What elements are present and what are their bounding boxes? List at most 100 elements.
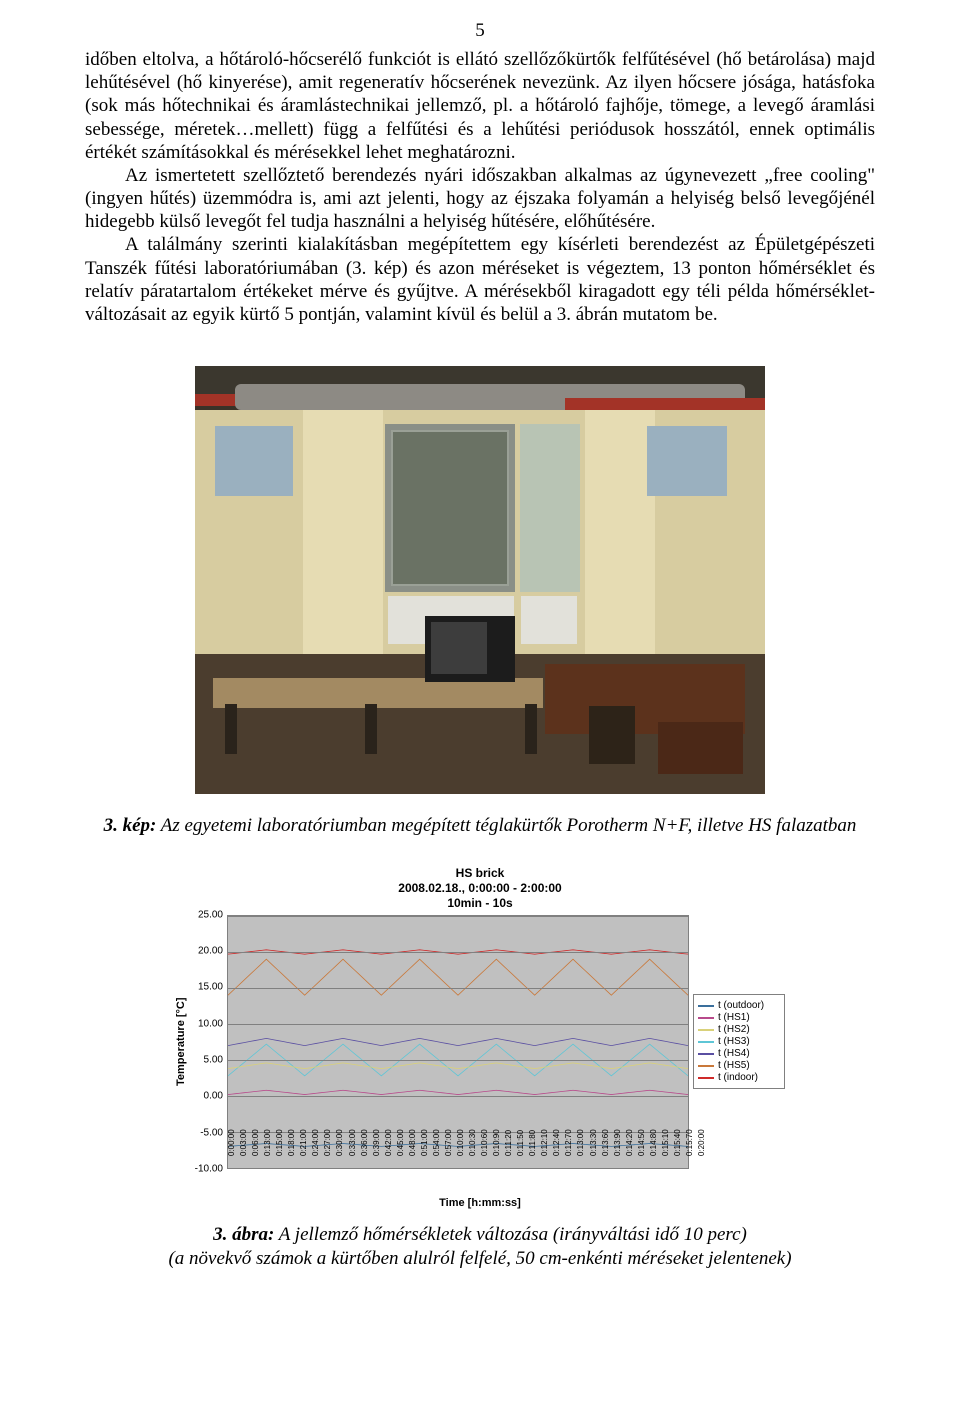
legend-swatch	[698, 1041, 714, 1043]
body-paragraph: időben eltolva, a hőtároló-hőcserélő fun…	[85, 48, 875, 326]
x-tick-label: 0:12:40	[552, 1129, 561, 1156]
x-tick-label: 0:11:80	[528, 1130, 537, 1156]
x-tick-label: 0:42:00	[384, 1129, 393, 1156]
x-tick-label: 0:13:90	[613, 1129, 622, 1156]
x-tick-label: 0:11:50	[516, 1130, 525, 1156]
legend-item: t (HS2)	[698, 1024, 780, 1035]
photo-decor	[565, 398, 765, 410]
x-tick-label: 0:36:00	[360, 1129, 369, 1156]
x-tick-label: 0:12:70	[564, 1129, 573, 1156]
legend-label: t (outdoor)	[718, 1000, 764, 1011]
series-line	[228, 959, 688, 995]
y-tick-label: -5.00	[200, 1127, 223, 1138]
photo-decor	[365, 704, 377, 754]
x-tick-label: 0:45:00	[396, 1129, 405, 1156]
caption-text: (a növekvő számok a kürtőben alulról fel…	[168, 1248, 791, 1269]
temperature-chart: HS brick 2008.02.18., 0:00:00 - 2:00:00 …	[175, 866, 785, 1209]
page: 5 időben eltolva, a hőtároló-hőcserélő f…	[0, 0, 960, 1328]
gridline	[228, 988, 688, 989]
x-tick-label: 0:13:30	[589, 1129, 598, 1156]
x-tick-label: 0:30:00	[335, 1129, 344, 1156]
gridline	[228, 916, 688, 917]
page-number: 5	[85, 20, 875, 42]
x-tick-label: 0:13:00	[576, 1129, 585, 1156]
legend-swatch	[698, 1065, 714, 1067]
x-tick-label: 0:11:20	[504, 1130, 513, 1156]
y-tick-label: 20.00	[198, 946, 223, 957]
paragraph-text: Az ismertetett szellőztető berendezés ny…	[85, 164, 875, 234]
x-tick-label: 0:18:00	[287, 1129, 296, 1156]
photo-decor	[647, 426, 727, 496]
photo-decor	[303, 410, 383, 660]
photo-decor	[525, 704, 537, 754]
legend-item: t (indoor)	[698, 1072, 780, 1083]
legend-item: t (HS1)	[698, 1012, 780, 1023]
photo-decor	[215, 426, 293, 496]
photo-decor	[521, 596, 577, 644]
gridline	[228, 1060, 688, 1061]
y-ticks: 25.0020.0015.0010.005.000.00-5.00-10.00	[193, 915, 227, 1169]
x-tick-label: 0:20:00	[697, 1129, 706, 1156]
legend-label: t (HS2)	[718, 1024, 750, 1035]
y-tick-label: 5.00	[204, 1054, 223, 1065]
legend-swatch	[698, 1017, 714, 1019]
y-tick-label: 10.00	[198, 1018, 223, 1029]
x-tick-label: 0:14:20	[625, 1129, 634, 1156]
photo-decor	[213, 678, 543, 708]
chart-caption: 3. ábra: A jellemző hőmérsékletek változ…	[85, 1223, 875, 1271]
x-tick-label: 0:15:40	[673, 1129, 682, 1156]
photo-decor	[425, 616, 515, 682]
y-tick-label: 25.00	[198, 909, 223, 920]
photo-decor	[385, 424, 515, 592]
x-tick-label: 0:10:60	[480, 1129, 489, 1156]
x-tick-label: 0:03:00	[239, 1129, 248, 1156]
x-tick-label: 0:48:00	[408, 1129, 417, 1156]
x-tick-label: 0:12:10	[540, 1129, 549, 1156]
x-tick-label: 0:24:00	[311, 1129, 320, 1156]
x-ticks: 0:00:000:03:000:06:000:13:000:15:000:18:…	[227, 1144, 697, 1170]
legend-item: t (outdoor)	[698, 1000, 780, 1011]
gridline	[228, 1096, 688, 1097]
x-tick-label: 0:14:50	[637, 1129, 646, 1156]
x-tick-label: 0:33:00	[348, 1129, 357, 1156]
legend-label: t (HS1)	[718, 1012, 750, 1023]
photo-decor	[658, 722, 743, 774]
x-tick-label: 0:15:70	[685, 1129, 694, 1156]
legend: t (outdoor)t (HS1)t (HS2)t (HS3)t (HS4)t…	[693, 994, 785, 1089]
caption-label: 3. kép:	[104, 815, 157, 836]
x-tick-label: 0:00:00	[227, 1129, 236, 1156]
x-tick-label: 0:10:90	[492, 1129, 501, 1156]
photo-caption: 3. kép: Az egyetemi laboratóriumban megé…	[85, 814, 875, 838]
legend-item: t (HS3)	[698, 1036, 780, 1047]
caption-label: 3. ábra:	[213, 1224, 274, 1245]
x-tick-label: 0:21:00	[299, 1129, 308, 1156]
legend-item: t (HS5)	[698, 1060, 780, 1071]
y-tick-label: 0.00	[204, 1091, 223, 1102]
chart-title-line: 2008.02.18., 0:00:00 - 2:00:00	[398, 881, 561, 895]
x-tick-label: 0:06:00	[251, 1129, 260, 1156]
legend-swatch	[698, 1029, 714, 1031]
x-tick-label: 0:54:00	[432, 1129, 441, 1156]
legend-label: t (HS5)	[718, 1060, 750, 1071]
x-tick-label: 0:14:80	[649, 1129, 658, 1156]
legend-label: t (indoor)	[718, 1072, 758, 1083]
gridline	[228, 1024, 688, 1025]
photo-decor	[585, 410, 655, 660]
gridline	[228, 952, 688, 953]
x-tick-label: 0:57:00	[444, 1129, 453, 1156]
x-axis-label: Time [h:mm:ss]	[175, 1197, 785, 1209]
lab-photo	[195, 366, 765, 794]
legend-label: t (HS4)	[718, 1048, 750, 1059]
series-line	[228, 1090, 688, 1094]
x-tick-label: 0:13:60	[601, 1129, 610, 1156]
y-tick-label: -10.00	[195, 1163, 223, 1174]
x-tick-label: 0:27:00	[323, 1129, 332, 1156]
legend-swatch	[698, 1077, 714, 1079]
x-tick-label: 0:13:00	[263, 1129, 272, 1156]
x-tick-label: 0:15:10	[661, 1129, 670, 1156]
series-line	[228, 1063, 688, 1069]
y-tick-label: 15.00	[198, 982, 223, 993]
legend-swatch	[698, 1053, 714, 1055]
photo-decor	[520, 424, 580, 592]
chart-title-line: 10min - 10s	[447, 896, 512, 910]
